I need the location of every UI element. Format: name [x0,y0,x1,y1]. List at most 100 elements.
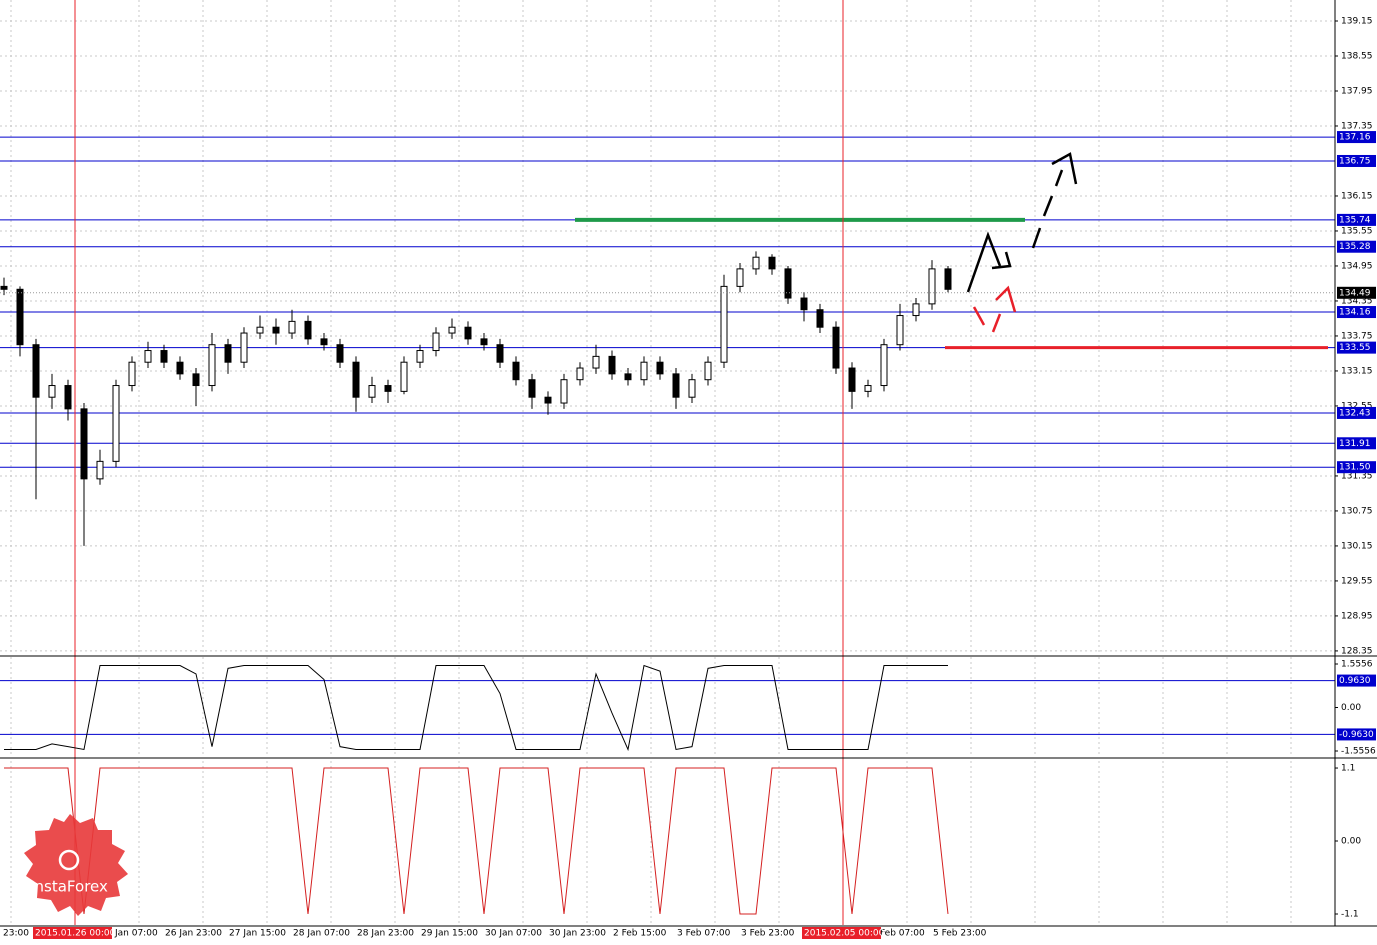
x-tick-label: 26 Jan 23:00 [165,929,222,939]
candle-body [656,361,664,375]
x-tick-label: 5 Feb 23:00 [933,929,987,939]
candle-body [352,361,360,398]
x-tick-label: 2 Feb 15:00 [613,929,667,939]
x-tick-label: 3 Feb 23:00 [741,929,795,939]
candle-body [560,379,568,404]
candle-body [752,256,760,270]
marker-box [33,927,112,939]
candle-body [464,326,472,340]
candle-body [784,268,792,299]
candle-body [848,367,856,392]
level-label-box [1337,461,1376,474]
candle-body [704,361,712,381]
level-label-box [1337,306,1376,319]
level-label: 0.9630 [1339,676,1371,686]
candle-body [768,256,776,270]
level-label: 134.16 [1339,308,1371,318]
candle-body [160,350,168,363]
marker-box [802,927,881,939]
marker-label: 2015.01.26 00:00 [35,929,116,939]
logo-icon [58,849,80,871]
y-tick-label: 128.35 [1341,646,1373,656]
candle-body [368,385,376,398]
level-label-box [1337,154,1376,167]
candle-body [208,344,216,387]
candle-body [0,285,8,290]
level-label: -0.9630 [1339,730,1374,740]
y-tick-label: 134.95 [1341,261,1373,271]
candle-body [928,268,936,305]
candle-body [912,303,920,317]
level-label: 131.50 [1339,463,1371,473]
candle-body [112,385,120,462]
level-label-box [1337,341,1376,354]
logo-text: InstaForex [30,878,108,896]
level-label-box [1337,240,1376,253]
candle-body [80,408,88,480]
marker-label: 2015.02.05 00:00 [804,929,885,939]
candle-body [896,315,904,346]
level-label: 131.91 [1339,439,1371,449]
y-tick-label: 134.35 [1341,296,1373,306]
y-tick-label: 1.5556 [1341,660,1373,670]
y-tick-label: 139.15 [1341,16,1373,26]
y-tick-label: 135.55 [1341,226,1373,236]
level-label-box [1337,213,1376,226]
y-tick-label: 0.00 [1341,703,1361,713]
level-label-box [1337,406,1376,419]
candle-body [736,268,744,287]
plot [0,0,1335,925]
y-tick-label: -1.1 [1341,909,1359,919]
level-label: 137.16 [1339,133,1371,143]
y-tick-label: 132.55 [1341,401,1373,411]
level-label: 136.75 [1339,156,1371,166]
y-tick-label: 137.35 [1341,121,1373,131]
candle-body [432,332,440,352]
y-tick-label: 129.55 [1341,576,1373,586]
candle-body [592,355,600,369]
candle-body [256,326,264,334]
x-tick-label: 28 Jan 23:00 [357,929,414,939]
y-tick-label: 128.95 [1341,611,1373,621]
price-label: 134.49 [1339,288,1371,298]
candle-body [240,332,248,363]
y-tick-label: 131.35 [1341,471,1373,481]
x-tick-label: 30 Jan 07:00 [485,929,542,939]
x-tick-label: 27 Jan 15:00 [229,929,286,939]
x-tick-label: 3 Feb 07:00 [677,929,731,939]
level-label-box [1337,437,1376,450]
candle-body [16,288,24,346]
candle-body [880,344,888,387]
candle-body [384,385,392,392]
x-tick-label: Feb 07:00 [880,929,925,939]
candle-body [192,373,200,387]
x-tick-label: Jan 07:00 [114,929,158,939]
y-tick-label: 0.00 [1341,837,1361,847]
candle-body [128,361,136,387]
logo: InstaForex [24,814,128,916]
x-tick-label: 29 Jan 15:00 [421,929,478,939]
y-tick-label: 1.1 [1341,764,1355,774]
level-label: 133.55 [1339,343,1371,353]
candle-body [608,355,616,375]
candle-body [32,344,40,398]
candle-body [688,379,696,398]
candle-body [640,361,648,381]
candle-body [864,385,872,392]
y-tick-label: 133.15 [1341,366,1373,376]
y-tick-label: 136.15 [1341,191,1373,201]
candle-body [720,285,728,363]
candle-body [448,326,456,334]
candle-body [416,350,424,363]
candle-body [48,385,56,398]
candle-body [512,361,520,381]
candle-body [576,367,584,381]
candle-body [816,309,824,328]
candle-body [832,326,840,369]
candle-body [544,396,552,404]
candle-body [336,344,344,363]
y-tick-label: 133.75 [1341,331,1373,341]
x-tick-label: 30 Jan 23:00 [549,929,606,939]
